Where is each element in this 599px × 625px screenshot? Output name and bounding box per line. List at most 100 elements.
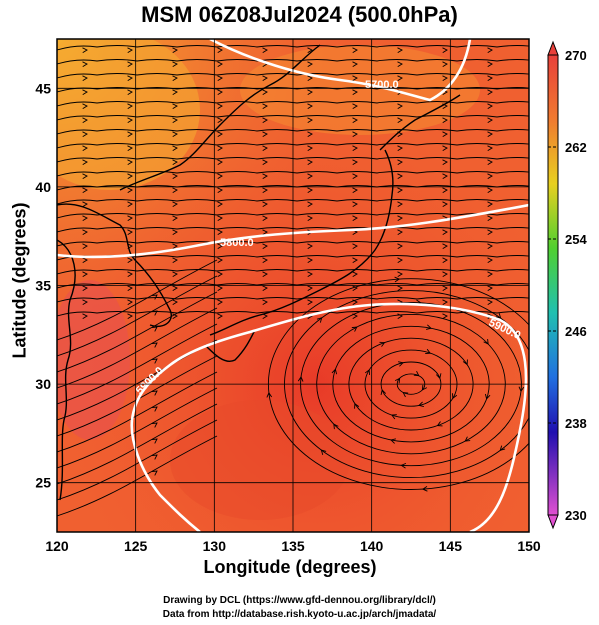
colorbar-bottom-triangle — [547, 514, 559, 530]
streamline-arrow — [307, 131, 313, 137]
height-contours — [57, 39, 529, 532]
streamline-arrow — [418, 401, 424, 407]
streamline-arrow — [82, 173, 88, 179]
colorbar-tick-label: 270 — [565, 48, 587, 63]
contour-label: 5800.0 — [220, 237, 254, 249]
streamline-arrow — [442, 75, 448, 81]
colorbar-tick-label: 262 — [565, 140, 587, 155]
streamline-arrow — [487, 173, 493, 179]
streamline-arrow — [352, 187, 358, 193]
streamline-arrow — [487, 117, 493, 123]
streamline-arrow — [217, 103, 223, 109]
streamline-arrow — [307, 145, 313, 151]
streamline-arrow — [331, 368, 338, 375]
streamline-arrow — [217, 89, 223, 95]
streamline-arrow — [151, 406, 158, 412]
streamline-arrow — [217, 285, 223, 291]
coastlines — [57, 44, 461, 501]
streamline-arrow — [487, 201, 493, 207]
streamline-arrow — [172, 103, 178, 109]
streamline-arrow — [352, 89, 358, 95]
streamline — [57, 59, 529, 65]
streamline-arrow — [442, 145, 448, 151]
streamline-arrow — [352, 131, 358, 137]
streamline-arrow — [262, 271, 268, 277]
streamline-arrow — [262, 173, 268, 179]
streamline-arrow — [487, 47, 493, 53]
streamline-arrow — [82, 47, 88, 53]
streamline — [57, 87, 529, 93]
streamline-arrow — [442, 299, 448, 305]
streamline-arrow — [333, 423, 339, 430]
streamline — [57, 387, 218, 469]
streamline-arrow — [217, 159, 223, 165]
streamline-arrow — [307, 103, 313, 109]
streamline-arrow — [82, 89, 88, 95]
plot-frame — [56, 38, 530, 533]
streamline-arrow — [436, 421, 443, 427]
x-tick-label: 130 — [203, 538, 227, 554]
streamline-arrow — [127, 117, 133, 123]
streamline — [57, 101, 529, 107]
streamline-arrow — [352, 215, 358, 221]
streamline-arrow — [262, 89, 268, 95]
streamline-arrow — [127, 89, 133, 95]
streamline-arrow — [172, 215, 178, 221]
streamline-arrow — [217, 131, 223, 137]
colorbar-top-triangle — [547, 40, 559, 56]
streamline-arrow — [127, 187, 133, 193]
streamline-arrow — [151, 470, 158, 476]
streamline-arrow — [307, 187, 313, 193]
streamline-arrow — [397, 285, 403, 291]
streamline-arrow — [127, 75, 133, 81]
streamline-arrow — [127, 229, 133, 235]
streamline-arrow — [262, 201, 268, 207]
streamline-arrow — [217, 215, 223, 221]
streamline-arrow — [151, 310, 158, 316]
streamline-arrow — [172, 299, 178, 305]
streamline-arrow — [352, 173, 358, 179]
streamline-arrow — [394, 377, 401, 384]
streamline — [57, 371, 218, 453]
x-tick-labels: 120 125 130 135 140 145 150 — [45, 538, 541, 554]
y-tick-label: 25 — [35, 475, 51, 491]
streamline-arrow — [487, 75, 493, 81]
streamline-arrow — [397, 61, 403, 67]
streamline-arrow — [397, 103, 403, 109]
streamline-arrow — [151, 358, 158, 364]
streamline-arrow — [307, 61, 313, 67]
streamline-arrow — [352, 145, 358, 151]
streamline-arrow — [262, 75, 268, 81]
streamline-arrow — [442, 229, 448, 235]
streamline-arrow — [82, 117, 88, 123]
streamline — [57, 227, 529, 233]
streamline-arrow — [421, 486, 428, 492]
streamline-arrow — [352, 103, 358, 109]
streamline-arrow — [82, 285, 88, 291]
streamline-arrow — [442, 61, 448, 67]
map-gridlines — [57, 39, 529, 532]
colorbar-tick-label: 246 — [565, 324, 587, 339]
streamline-arrow — [82, 257, 88, 263]
streamline-arrow — [262, 229, 268, 235]
streamline-arrow — [151, 422, 158, 428]
streamline — [57, 297, 529, 303]
streamline-arrow — [307, 201, 313, 207]
y-tick-labels: 25 30 35 40 45 — [35, 80, 51, 490]
streamline-arrow — [307, 173, 313, 179]
streamline-arrow — [487, 131, 493, 137]
streamline — [57, 241, 529, 247]
streamline-arrow — [82, 75, 88, 81]
streamline-arrow — [397, 215, 403, 221]
streamline-arrow — [217, 271, 223, 277]
streamline-arrow — [172, 131, 178, 137]
streamline — [57, 199, 529, 205]
streamline-arrow — [397, 187, 403, 193]
streamline-arrow — [397, 145, 403, 151]
streamline-arrow — [354, 402, 360, 409]
streamline-arrow — [217, 257, 223, 263]
streamline-arrow — [307, 271, 313, 277]
streamline-arrow — [82, 159, 88, 165]
x-axis-title: Longitude (degrees) — [203, 557, 377, 577]
streamline-arrow — [487, 61, 493, 67]
